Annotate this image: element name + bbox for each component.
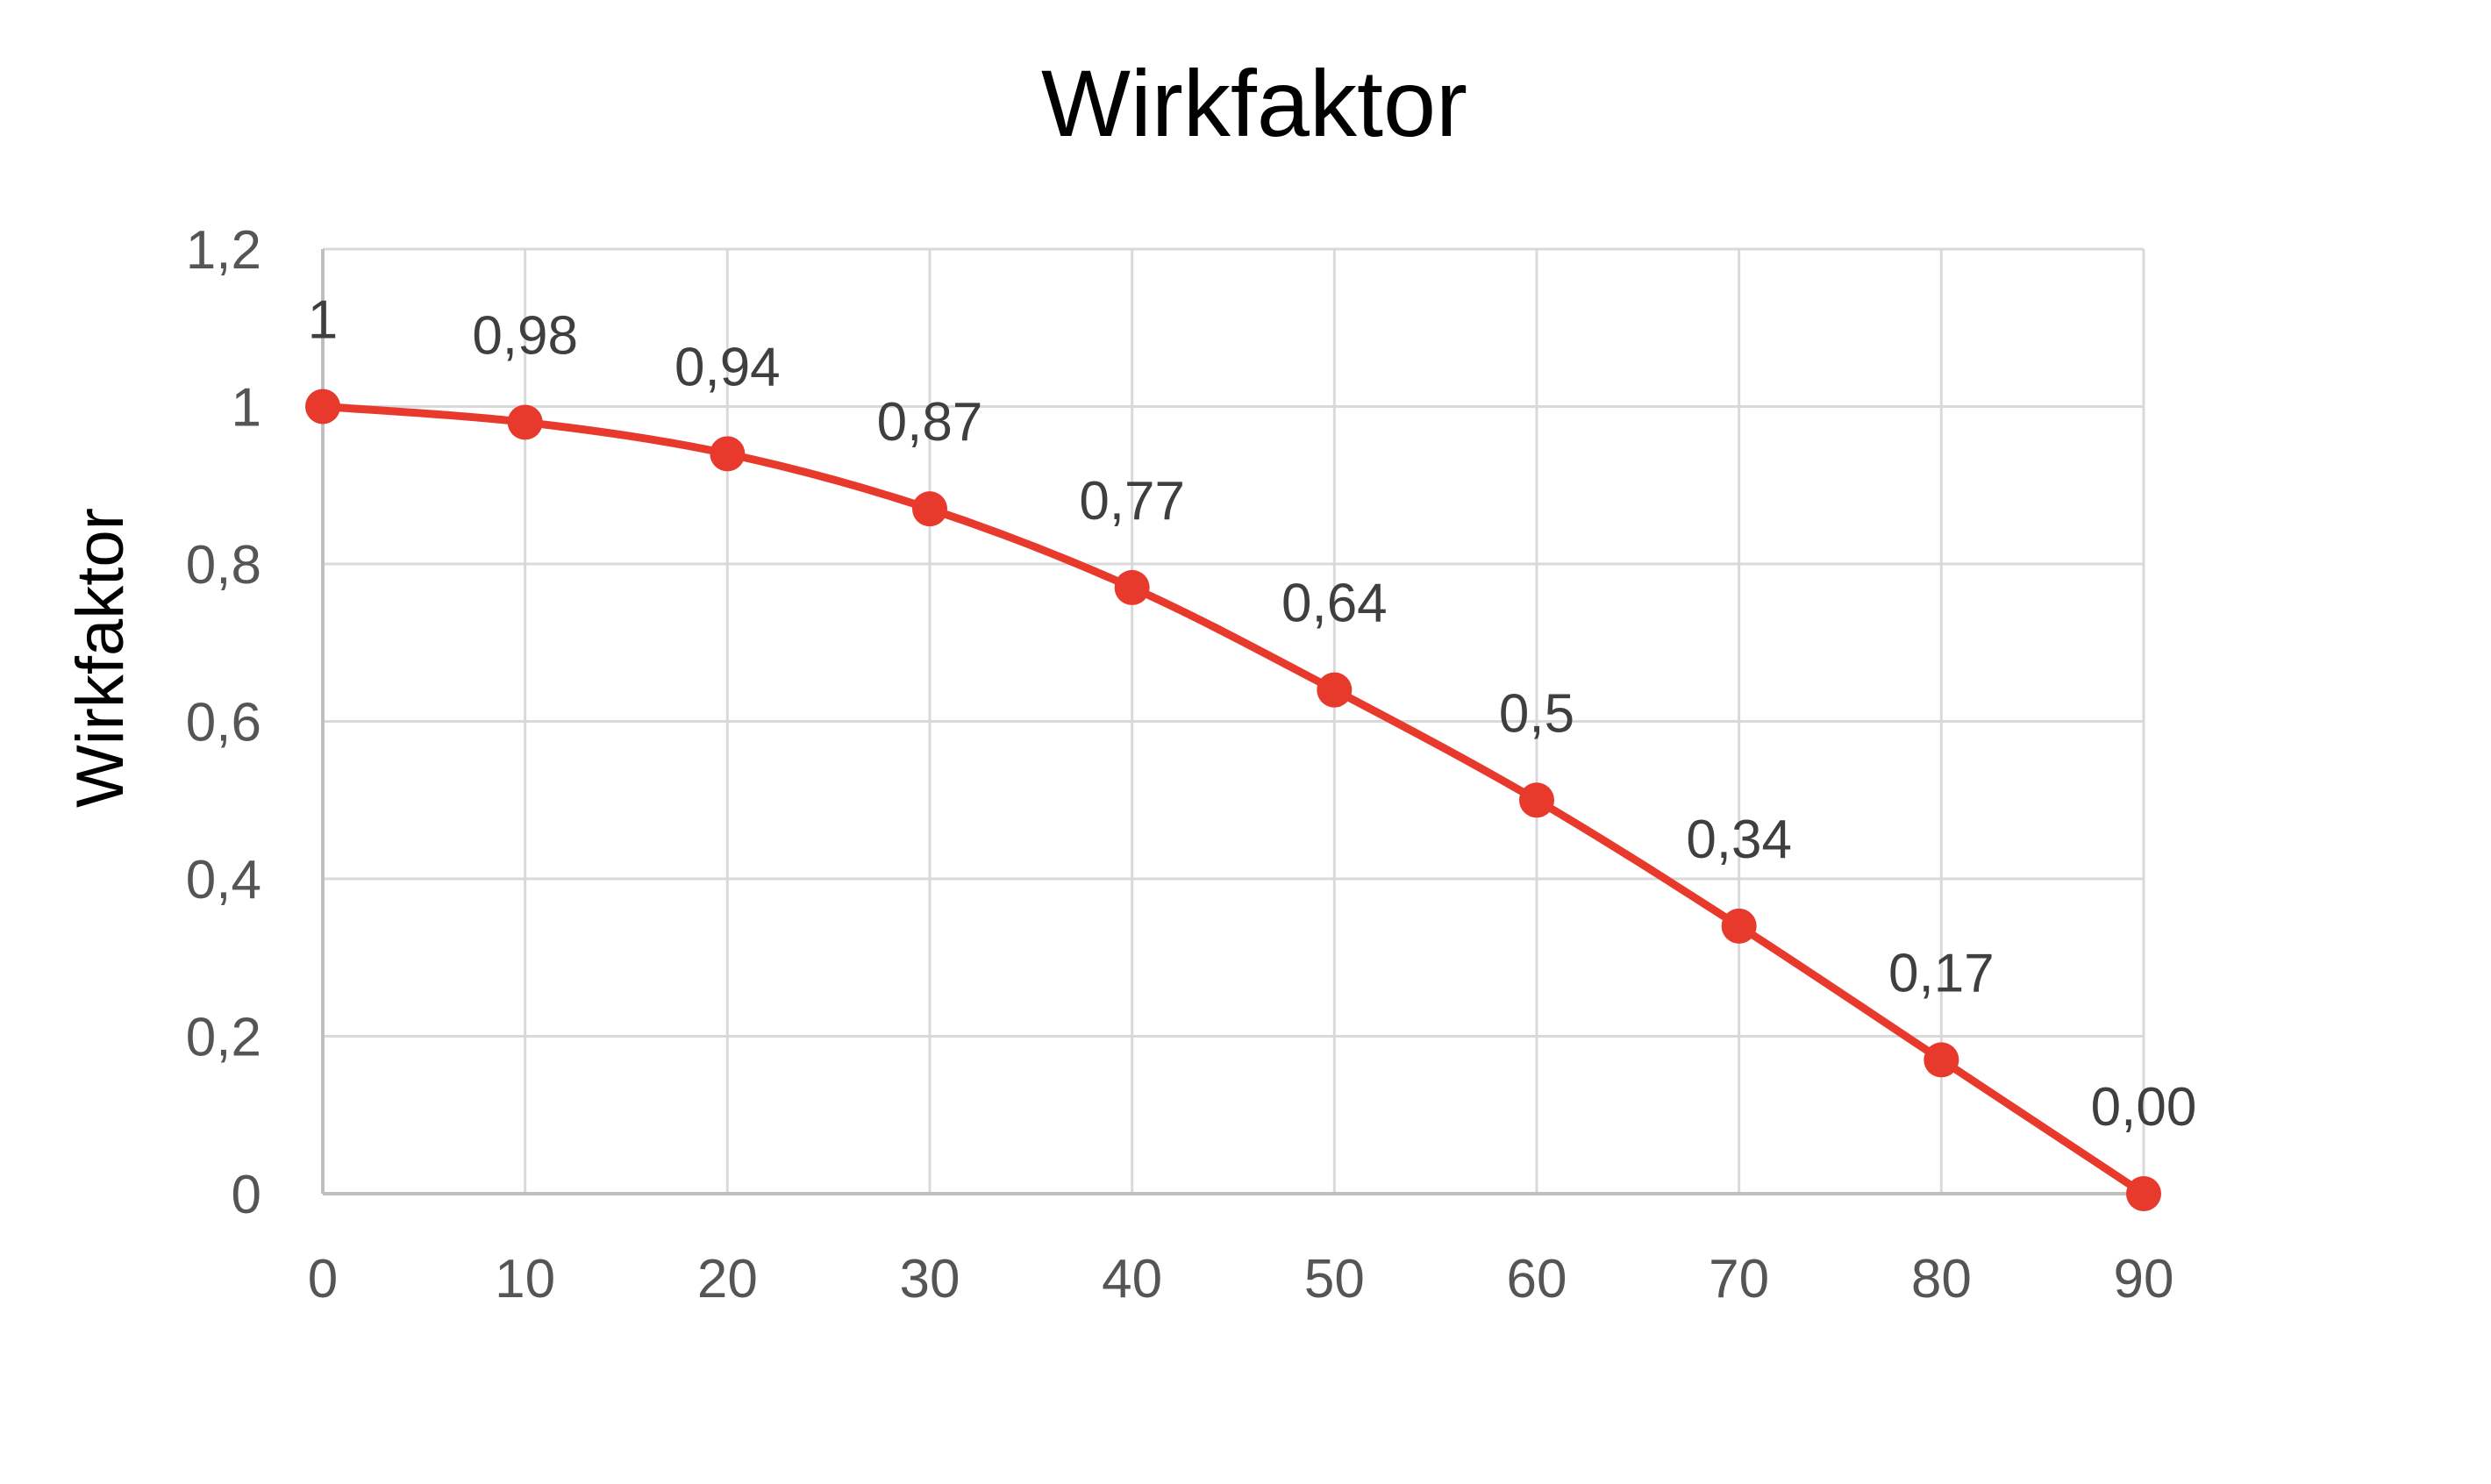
series-line-path [318,403,2148,1198]
data-point-marker [1114,569,1150,605]
data-label: 0,17 [1888,943,1995,1003]
y-tick-label: 0,6 [186,693,261,753]
data-label: 0,00 [2091,1077,2197,1138]
data-point-marker [710,436,746,472]
gridlines [323,247,2145,1194]
data-labels: 1 0,98 0,94 0,87 0,77 0,64 0,5 0,34 0,17 0,00 [308,290,2197,1138]
y-tick-label: 0,8 [186,535,261,596]
data-markers [305,389,2161,1211]
series-line [318,403,2148,1198]
x-tick-label: 70 [1709,1249,1769,1309]
data-label: 0,77 [1079,471,1185,532]
data-point-marker [912,491,947,527]
x-tick-label: 10 [495,1249,555,1309]
data-point-marker [1519,782,1554,818]
data-label: 0,5 [1499,683,1574,744]
y-tick-label: 1,2 [186,220,261,281]
data-label: 0,98 [472,305,578,366]
y-tick-label: 1 [232,378,261,439]
data-point-marker [507,404,543,440]
data-point-marker [305,389,340,425]
x-tick-label: 50 [1304,1249,1365,1309]
data-point-marker [1317,672,1353,708]
y-tick-label: 0,2 [186,1008,261,1068]
data-label: 0,64 [1281,574,1388,634]
data-point-marker [1721,908,1757,944]
x-tick-label: 30 [900,1249,960,1309]
x-tick-label: 0 [308,1249,338,1309]
x-tick-label: 90 [2114,1249,2174,1309]
y-tick-label: 0,4 [186,850,261,910]
x-tick-label: 20 [697,1249,758,1309]
y-axis-label: Wirkfaktor [63,508,138,808]
x-tick-label: 80 [1911,1249,1972,1309]
x-tick-label: 60 [1507,1249,1567,1309]
data-point-marker [2126,1176,2161,1211]
data-label: 0,94 [674,337,781,397]
data-label: 1 [308,290,338,351]
x-tick-label: 40 [1102,1249,1162,1309]
tick-labels: 0 0,2 0,4 0,6 0,8 1 1,2 0 10 20 30 40 50 60 70 80 90 [186,220,2174,1309]
data-label: 0,34 [1686,810,1792,870]
data-label: 0,87 [877,392,983,453]
y-tick-label: 0 [232,1165,261,1225]
chart-title: Wirkfaktor [1041,50,1467,156]
data-point-marker [1924,1042,1959,1078]
